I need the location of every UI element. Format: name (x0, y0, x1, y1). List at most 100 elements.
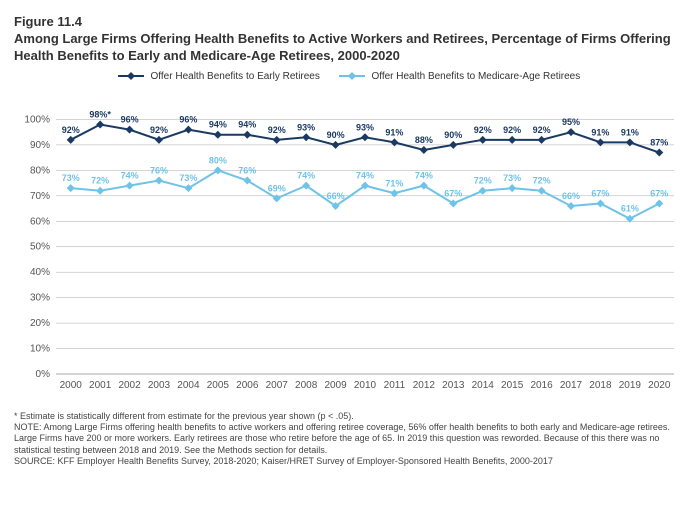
x-tick-label: 2006 (236, 380, 259, 391)
data-label: 69% (268, 183, 286, 193)
series-marker (626, 215, 634, 223)
data-label: 88% (415, 135, 433, 145)
legend-swatch-medicare (339, 71, 365, 81)
x-tick-label: 2000 (60, 380, 83, 391)
data-label: 92% (62, 125, 80, 135)
data-label: 66% (327, 191, 345, 201)
data-label: 92% (150, 125, 168, 135)
x-tick-label: 2003 (148, 380, 171, 391)
data-label: 90% (444, 130, 462, 140)
data-label: 67% (591, 188, 609, 198)
series-marker (538, 187, 546, 195)
series-marker (420, 146, 428, 154)
data-label: 74% (297, 171, 315, 181)
x-tick-label: 2001 (89, 380, 112, 391)
x-tick-label: 2013 (442, 380, 465, 391)
data-label: 74% (415, 171, 433, 181)
data-label: 92% (474, 125, 492, 135)
series-marker (273, 136, 281, 144)
x-tick-label: 2014 (472, 380, 495, 391)
data-label: 92% (268, 125, 286, 135)
data-label: 92% (503, 125, 521, 135)
data-label: 73% (62, 173, 80, 183)
legend-label-early: Offer Health Benefits to Early Retirees (151, 71, 320, 82)
data-label: 71% (385, 178, 403, 188)
figure-title: Among Large Firms Offering Health Benefi… (14, 31, 684, 65)
x-tick-label: 2002 (118, 380, 141, 391)
series-marker (655, 148, 663, 156)
series-marker (155, 176, 163, 184)
data-label: 91% (621, 127, 639, 137)
data-label: 76% (238, 165, 256, 175)
series-marker (126, 182, 134, 190)
data-label: 72% (91, 176, 109, 186)
series-marker (596, 138, 604, 146)
data-label: 80% (209, 155, 227, 165)
data-label: 96% (121, 115, 139, 125)
series-marker (479, 187, 487, 195)
series-marker (508, 184, 516, 192)
series-marker (243, 131, 251, 139)
data-label: 66% (562, 191, 580, 201)
data-label: 90% (327, 130, 345, 140)
data-label: 74% (121, 171, 139, 181)
series-marker (479, 136, 487, 144)
data-label: 73% (179, 173, 197, 183)
x-tick-label: 2015 (501, 380, 524, 391)
series-marker (361, 133, 369, 141)
x-tick-label: 2017 (560, 380, 583, 391)
series-marker (508, 136, 516, 144)
x-tick-label: 2007 (266, 380, 289, 391)
series-marker (626, 138, 634, 146)
x-tick-label: 2018 (589, 380, 612, 391)
series-marker (567, 128, 575, 136)
y-tick-label: 60% (30, 216, 50, 227)
series-marker (155, 136, 163, 144)
series-marker (67, 136, 75, 144)
series-marker (655, 199, 663, 207)
legend-item-early: Offer Health Benefits to Early Retirees (118, 71, 320, 82)
data-label: 72% (533, 176, 551, 186)
data-label: 73% (503, 173, 521, 183)
data-label: 95% (562, 117, 580, 127)
x-tick-label: 2009 (324, 380, 347, 391)
y-tick-label: 30% (30, 293, 50, 304)
data-label: 98%* (89, 109, 111, 119)
series-marker (126, 126, 134, 134)
footnote-note: NOTE: Among Large Firms offering health … (14, 422, 684, 456)
data-label: 93% (356, 122, 374, 132)
series-marker (67, 184, 75, 192)
x-tick-label: 2012 (413, 380, 436, 391)
series-marker (302, 133, 310, 141)
x-tick-label: 2008 (295, 380, 318, 391)
x-tick-label: 2004 (177, 380, 200, 391)
footnote: * Estimate is statistically different fr… (14, 411, 684, 467)
x-tick-label: 2010 (354, 380, 377, 391)
series-marker (538, 136, 546, 144)
data-label: 87% (650, 137, 668, 147)
data-label: 94% (238, 120, 256, 130)
series-marker (390, 138, 398, 146)
series-marker (214, 131, 222, 139)
data-label: 61% (621, 204, 639, 214)
x-tick-label: 2019 (619, 380, 642, 391)
series-marker (332, 141, 340, 149)
data-label: 72% (474, 176, 492, 186)
y-tick-label: 50% (30, 242, 50, 253)
footnote-star: * Estimate is statistically different fr… (14, 411, 684, 422)
data-label: 93% (297, 122, 315, 132)
footnote-source: SOURCE: KFF Employer Health Benefits Sur… (14, 456, 684, 467)
data-label: 94% (209, 120, 227, 130)
data-label: 76% (150, 165, 168, 175)
y-tick-label: 70% (30, 191, 50, 202)
data-label: 74% (356, 171, 374, 181)
x-tick-label: 2016 (530, 380, 553, 391)
y-tick-label: 90% (30, 140, 50, 151)
legend: Offer Health Benefits to Early Retirees … (14, 71, 684, 82)
y-tick-label: 0% (36, 369, 51, 380)
legend-item-medicare: Offer Health Benefits to Medicare-Age Re… (339, 71, 581, 82)
series-marker (596, 199, 604, 207)
y-tick-label: 10% (30, 343, 50, 354)
y-tick-label: 100% (24, 114, 50, 125)
series-marker (567, 202, 575, 210)
